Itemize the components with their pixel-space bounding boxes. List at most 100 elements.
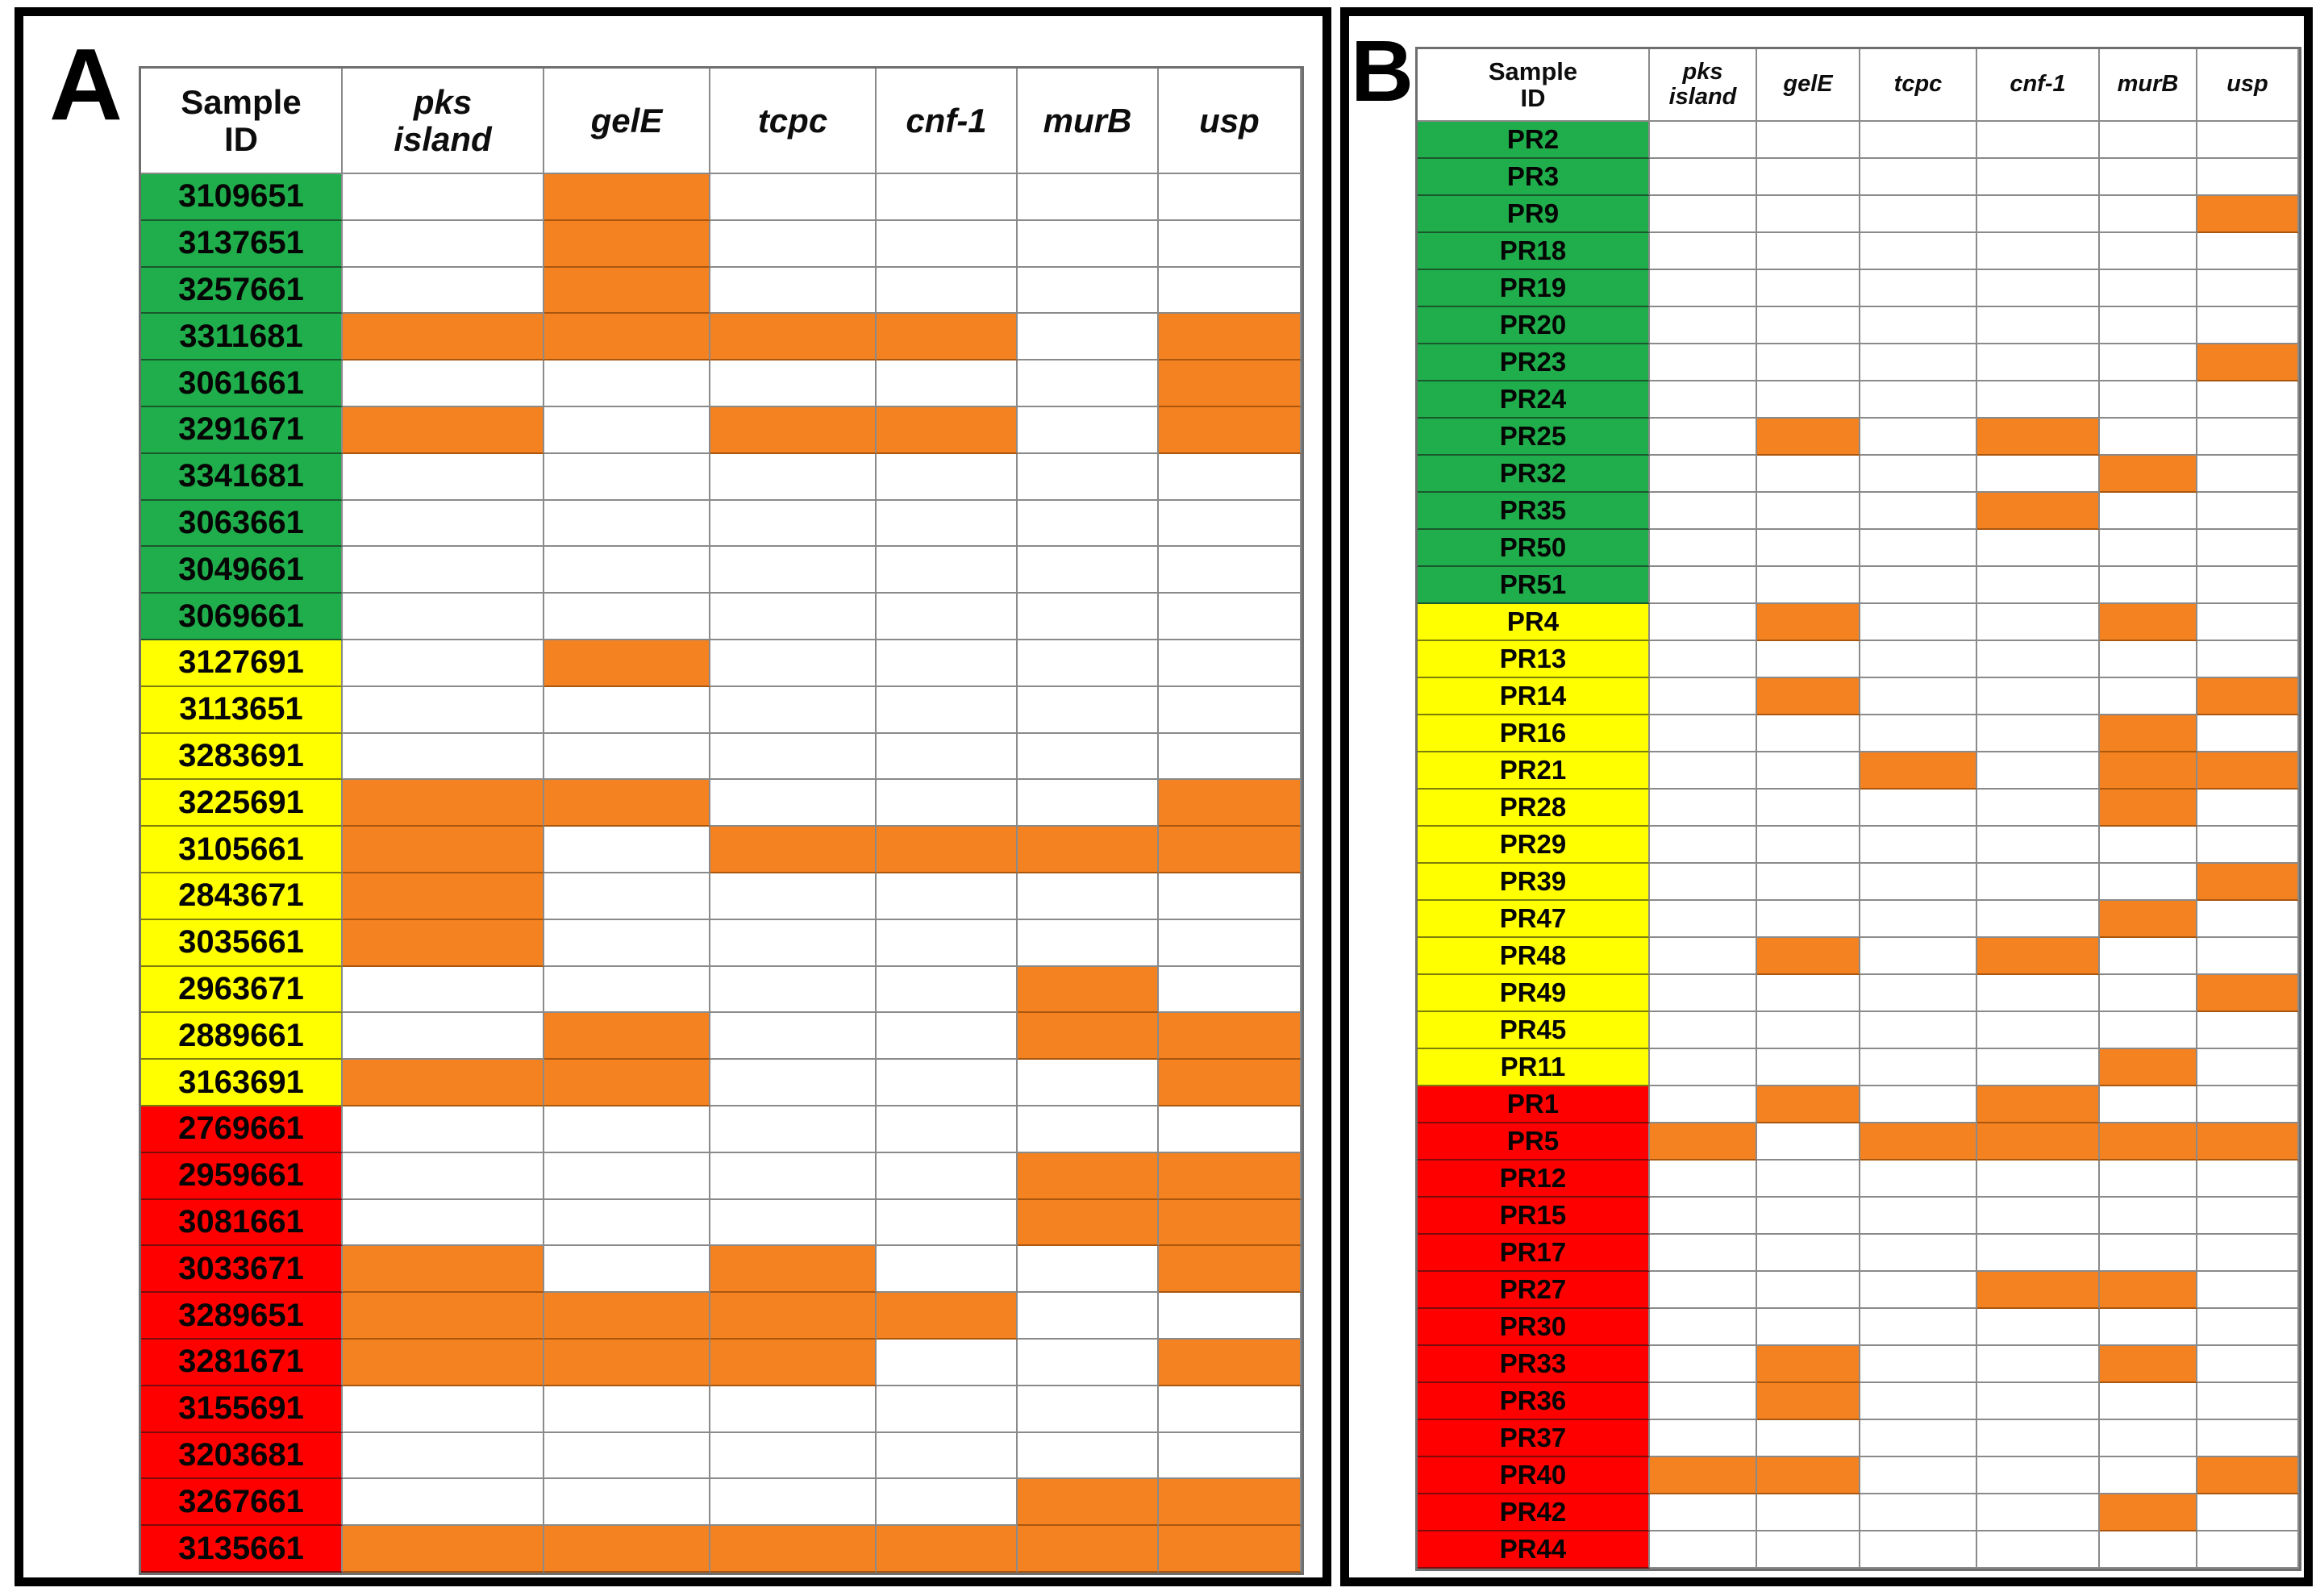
gene-cell (1650, 1420, 1757, 1457)
gene-cell-present (544, 780, 710, 827)
gene-cell (1977, 1420, 2100, 1457)
gene-cell (1159, 500, 1302, 548)
column-header-cnf-1: cnf-1 (877, 69, 1018, 174)
sample-id-cell: 3135661 (141, 1526, 343, 1573)
gene-cell-present (1650, 1123, 1757, 1161)
gene-cell (2197, 530, 2299, 567)
gene-cell-present (877, 1526, 1018, 1573)
sample-id-cell: 3113651 (141, 686, 343, 734)
sample-id-cell: 3281671 (141, 1339, 343, 1386)
sample-id-cell: PR12 (1418, 1161, 1650, 1198)
sample-id-cell: PR24 (1418, 381, 1650, 419)
gene-cell (1860, 604, 1977, 641)
gene-cell (1650, 456, 1757, 493)
sample-id-cell: 3203681 (141, 1432, 343, 1480)
sample-id-cell: PR11 (1418, 1049, 1650, 1086)
gene-cell (1018, 220, 1159, 268)
gene-cell-present (710, 406, 877, 454)
gene-cell (544, 873, 710, 920)
gene-cell (1977, 1012, 2100, 1049)
gene-cell-present (1860, 752, 1977, 790)
gene-cell (2197, 493, 2299, 530)
gene-cell (1650, 1383, 1757, 1420)
gene-cell (1650, 752, 1757, 790)
gene-cell (1159, 640, 1302, 687)
gene-cell (544, 827, 710, 873)
sample-id-cell: 3049661 (141, 547, 343, 594)
gene-cell (1650, 938, 1757, 975)
gene-cell (2197, 307, 2299, 344)
sample-id-cell: 3137651 (141, 220, 343, 268)
gene-cell (2197, 1494, 2299, 1531)
gene-cell-present (1018, 1199, 1159, 1247)
sample-id-cell: PR23 (1418, 344, 1650, 381)
gene-cell (2100, 233, 2197, 270)
gene-cell (2197, 381, 2299, 419)
gene-cell-present (1159, 827, 1302, 873)
gene-cell (1650, 1012, 1757, 1049)
sample-id-cell: 3155691 (141, 1386, 343, 1433)
gene-cell (710, 500, 877, 548)
gene-cell (1018, 1060, 1159, 1106)
gene-cell (343, 1152, 544, 1200)
gene-cell (877, 919, 1018, 967)
sample-id-cell: PR27 (1418, 1272, 1650, 1309)
gene-cell-present (1018, 827, 1159, 873)
gene-cell (2100, 1012, 2197, 1049)
sample-id-cell: PR13 (1418, 641, 1650, 678)
gene-cell-present (2197, 196, 2299, 233)
gene-cell-present (343, 1060, 544, 1106)
gene-cell (2100, 1198, 2197, 1235)
sample-id-cell: PR18 (1418, 233, 1650, 270)
gene-cell-present (1977, 1123, 2100, 1161)
gene-cell (1977, 1049, 2100, 1086)
gene-cell (1018, 686, 1159, 734)
gene-cell (1977, 159, 2100, 196)
gene-cell (1650, 1272, 1757, 1309)
gene-cell (1757, 122, 1860, 159)
gene-cell (1650, 344, 1757, 381)
gene-cell-present (1977, 1272, 2100, 1309)
gene-cell (1860, 641, 1977, 678)
gene-cell (544, 686, 710, 734)
gene-cell (2100, 864, 2197, 901)
gene-cell (877, 640, 1018, 687)
gene-cell (1650, 864, 1757, 901)
gene-cell-present (2100, 456, 2197, 493)
gene-cell (1977, 456, 2100, 493)
gene-cell-present (2197, 344, 2299, 381)
gene-cell (2100, 159, 2197, 196)
gene-cell (2197, 567, 2299, 604)
gene-cell (2100, 270, 2197, 307)
gene-cell (1860, 715, 1977, 752)
gene-cell (2197, 233, 2299, 270)
gene-cell (1977, 752, 2100, 790)
gene-cell-present (1159, 360, 1302, 407)
gene-cell (1757, 270, 1860, 307)
panel-b: B Sample ID pks island gelE tcpc cnf-1 murB us… (1340, 7, 2313, 1586)
gene-presence-table-b: Sample ID pks island gelE tcpc cnf-1 murB usp P… (1415, 47, 2301, 1571)
gene-cell (1977, 530, 2100, 567)
gene-cell (2100, 493, 2197, 530)
gene-cell-present (2197, 864, 2299, 901)
gene-cell (1159, 1386, 1302, 1433)
gene-cell-present (1757, 1457, 1860, 1494)
gene-cell (710, 780, 877, 827)
gene-cell (1860, 1457, 1977, 1494)
gene-cell-present (1757, 1346, 1860, 1383)
gene-cell (877, 547, 1018, 594)
gene-cell (1018, 406, 1159, 454)
gene-cell (710, 174, 877, 221)
sample-id-cell: 3341681 (141, 453, 343, 501)
gene-cell-present (1757, 1383, 1860, 1420)
gene-cell (1159, 594, 1302, 640)
sample-id-cell: PR32 (1418, 456, 1650, 493)
gene-cell (710, 1386, 877, 1433)
gene-cell (2100, 196, 2197, 233)
gene-cell (710, 547, 877, 594)
panel-a-label: A (49, 27, 123, 141)
gene-cell (1018, 919, 1159, 967)
gene-cell (1757, 864, 1860, 901)
gene-cell (1977, 901, 2100, 938)
gene-cell-present (343, 1246, 544, 1294)
